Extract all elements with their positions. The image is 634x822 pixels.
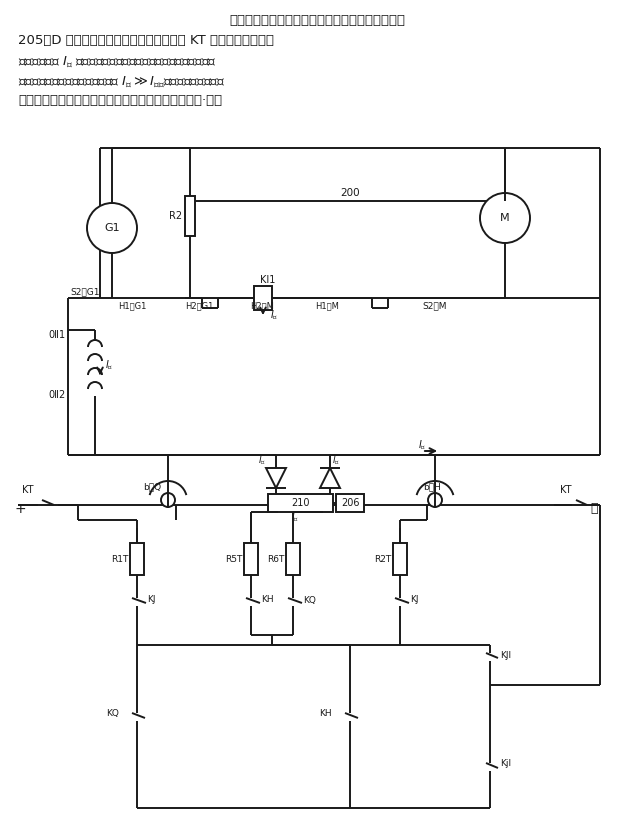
Text: $I_{击}$: $I_{击}$ — [105, 358, 113, 372]
Text: H1－M: H1－M — [315, 302, 339, 311]
Text: －: － — [590, 502, 598, 515]
Text: 206: 206 — [340, 498, 359, 508]
Text: R1T: R1T — [110, 555, 128, 564]
Text: H2－M: H2－M — [250, 302, 274, 311]
Text: $I_{击}$: $I_{击}$ — [258, 454, 266, 466]
Text: KJ: KJ — [147, 595, 155, 604]
Text: 所示为电流截止环节硒整流片击穿后的电路。如果: 所示为电流截止环节硒整流片击穿后的电路。如果 — [229, 14, 405, 27]
Bar — [244, 543, 258, 575]
Text: 210: 210 — [291, 498, 309, 508]
Text: KjI: KjI — [500, 759, 511, 768]
Text: S2－G1: S2－G1 — [70, 288, 100, 297]
Text: 向为前进的方向；开步退时，由于 $I_{击}\gg I_{步退}$，所以方向仍为前进: 向为前进的方向；开步退时，由于 $I_{击}\gg I_{步退}$，所以方向仍为… — [18, 74, 225, 89]
Text: 0Ⅱ1: 0Ⅱ1 — [48, 330, 65, 340]
Text: KH: KH — [261, 595, 274, 604]
Text: KI1: KI1 — [260, 275, 275, 285]
Text: +: + — [14, 502, 25, 516]
Text: R2T: R2T — [374, 555, 391, 564]
Text: R2: R2 — [169, 211, 182, 221]
Bar — [185, 196, 195, 236]
Text: R5T: R5T — [224, 555, 242, 564]
Text: $I_{击}$: $I_{击}$ — [270, 308, 278, 321]
Bar — [268, 494, 333, 512]
Circle shape — [87, 203, 137, 253]
Text: KT: KT — [22, 485, 34, 495]
Text: $I_{步}$: $I_{步}$ — [291, 511, 299, 523]
Text: 过硒片的电流 $I_{击}$ 是较大的。所以开步进时，工作台速度很高，方: 过硒片的电流 $I_{击}$ 是较大的。所以开步进时，工作台速度很高，方 — [18, 54, 217, 69]
Bar — [393, 543, 407, 575]
Bar — [286, 543, 300, 575]
Circle shape — [428, 493, 442, 507]
Text: M: M — [500, 213, 510, 223]
Bar — [336, 494, 364, 512]
Text: KQ: KQ — [303, 595, 316, 604]
Text: G1: G1 — [104, 223, 120, 233]
Text: KQ: KQ — [106, 709, 119, 718]
Text: $I_{击}$: $I_{击}$ — [332, 454, 340, 466]
Text: KJ: KJ — [410, 595, 418, 604]
Text: KT: KT — [560, 485, 571, 495]
Text: 205－D 硒整流片被击穿，只要时间继电器 KT 常开点闭合后，流: 205－D 硒整流片被击穿，只要时间继电器 KT 常开点闭合后，流 — [18, 34, 274, 47]
Text: KH: KH — [320, 709, 332, 718]
Text: S2－M: S2－M — [422, 302, 446, 311]
Text: 0Ⅱ2: 0Ⅱ2 — [48, 390, 65, 400]
Circle shape — [161, 493, 175, 507]
Bar — [130, 543, 144, 575]
Text: H1－G1: H1－G1 — [118, 302, 146, 311]
Circle shape — [480, 193, 530, 243]
Text: KJI: KJI — [500, 650, 511, 659]
Text: R6T: R6T — [267, 555, 284, 564]
Text: 200: 200 — [340, 188, 360, 198]
Text: b－Q: b－Q — [143, 483, 161, 492]
Bar — [254, 286, 272, 310]
Text: 方向，而且速度仍是非常高的，仅比开步进时稍为低·些。: 方向，而且速度仍是非常高的，仅比开步进时稍为低·些。 — [18, 94, 222, 107]
Text: H2－G1: H2－G1 — [185, 302, 214, 311]
Text: b－H: b－H — [423, 483, 441, 492]
Text: $I_{击}$: $I_{击}$ — [418, 438, 427, 451]
